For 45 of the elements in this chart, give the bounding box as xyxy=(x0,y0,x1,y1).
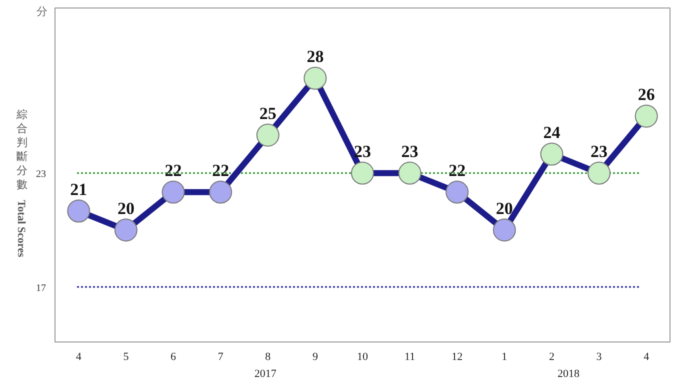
x-tick-label: 1 xyxy=(502,351,508,363)
point xyxy=(588,162,611,185)
point xyxy=(492,218,516,242)
data-label: 23 xyxy=(590,142,608,162)
point xyxy=(162,180,185,204)
data-label: 22 xyxy=(164,161,182,180)
data-label: 23 xyxy=(354,142,371,162)
point xyxy=(67,200,90,223)
data-label: 24 xyxy=(543,123,561,142)
x-tick-label: 11 xyxy=(404,351,416,363)
x-tick-label: 10 xyxy=(357,351,368,363)
data-label: 22 xyxy=(448,161,466,180)
point xyxy=(304,66,327,90)
x-tick-label: 4 xyxy=(644,351,650,363)
point xyxy=(634,104,658,128)
x-tick-label: 6 xyxy=(170,351,177,363)
data-label: 25 xyxy=(259,104,276,124)
y-tick-label: 17 xyxy=(36,282,46,294)
chart-title: 分 xyxy=(36,6,48,18)
text: 2017 xyxy=(254,368,277,380)
data-label: 20 xyxy=(117,199,134,218)
point xyxy=(256,124,280,147)
data-label: 22 xyxy=(212,161,230,180)
text: 2018 xyxy=(558,368,580,380)
point xyxy=(446,180,469,204)
data-label: 21 xyxy=(70,180,88,200)
data-label: 26 xyxy=(638,85,655,104)
point xyxy=(398,162,422,185)
point xyxy=(540,142,564,166)
x-tick-label: 2 xyxy=(548,351,554,363)
data-label: 20 xyxy=(496,199,513,218)
x-tick-label: 8 xyxy=(265,351,272,363)
x-tick-label: 3 xyxy=(596,351,602,363)
x-tick-label: 4 xyxy=(76,351,82,363)
data-label: 28 xyxy=(306,47,324,66)
point xyxy=(114,218,138,242)
text: Total Scores xyxy=(15,200,27,258)
data-label: 23 xyxy=(401,142,418,162)
x-tick-label: 9 xyxy=(312,351,318,363)
y-axis-title: 綜合判斷分數 xyxy=(16,109,28,191)
x-tick-label: 7 xyxy=(218,351,224,363)
point xyxy=(209,180,232,204)
point xyxy=(351,162,374,185)
x-tick-label: 5 xyxy=(123,351,130,363)
x-tick-label: 12 xyxy=(452,351,463,363)
